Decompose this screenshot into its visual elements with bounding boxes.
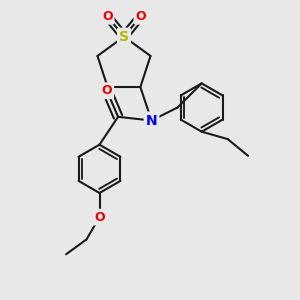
Text: O: O xyxy=(102,10,112,23)
Text: O: O xyxy=(94,211,105,224)
Text: N: N xyxy=(146,113,157,128)
Text: O: O xyxy=(102,84,112,97)
Text: O: O xyxy=(135,10,146,23)
Text: S: S xyxy=(119,30,129,44)
